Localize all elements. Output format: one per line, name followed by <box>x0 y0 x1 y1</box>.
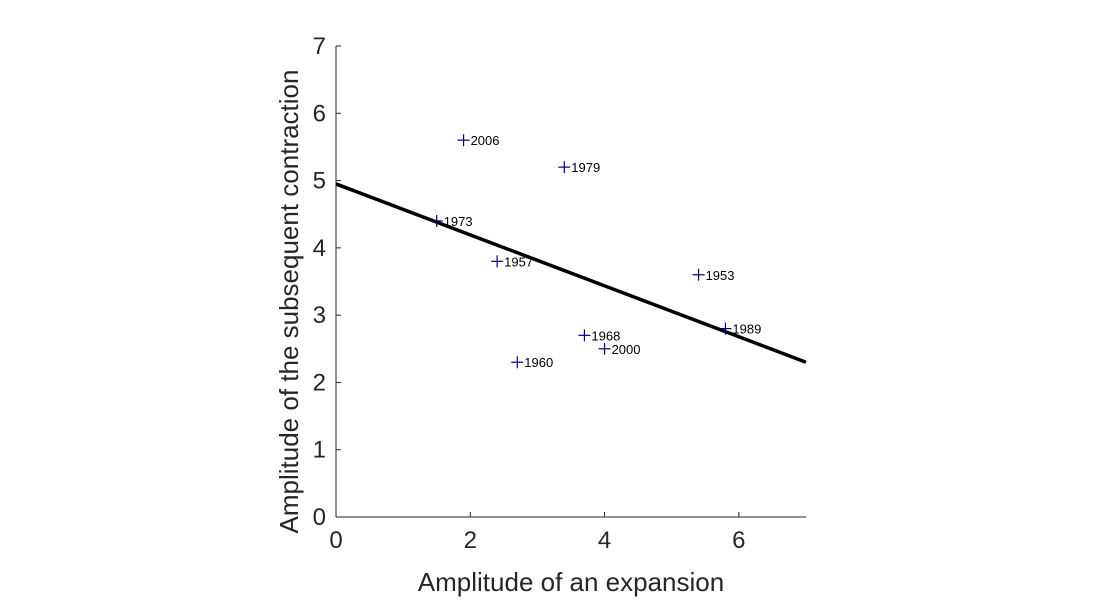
point-label: 1953 <box>706 268 735 283</box>
point-label: 1973 <box>444 214 473 229</box>
data-point: 2006 <box>457 133 500 148</box>
point-label: 2006 <box>471 133 500 148</box>
data-point: 1989 <box>719 322 761 337</box>
data-point: 1960 <box>511 355 553 370</box>
data-point: 1968 <box>578 328 620 343</box>
data-point: 1979 <box>558 160 600 175</box>
x-tick-label: 2 <box>464 527 477 554</box>
y-tick-label: 0 <box>313 504 326 531</box>
x-tick-label: 4 <box>598 527 611 554</box>
x-tick-label: 0 <box>329 527 342 554</box>
y-tick-label: 6 <box>313 100 326 127</box>
data-point: 2000 <box>598 342 641 357</box>
y-tick-label: 1 <box>313 437 326 464</box>
point-label: 1979 <box>571 160 600 175</box>
point-label: 1960 <box>524 355 553 370</box>
y-tick-label: 2 <box>313 369 326 396</box>
axes: 0 2 4 6 0 1 2 3 4 5 6 7 <box>313 33 806 554</box>
y-tick-label: 7 <box>313 33 326 60</box>
y-tick-label: 4 <box>313 235 326 262</box>
regression-line-group <box>335 182 807 364</box>
y-tick-label: 5 <box>313 168 326 195</box>
point-label: 1968 <box>591 328 620 343</box>
point-label: 1957 <box>504 254 533 269</box>
data-point: 1953 <box>692 268 735 283</box>
data-point: 1957 <box>491 254 533 269</box>
data-point: 1973 <box>430 214 473 229</box>
x-tick-label: 6 <box>732 527 745 554</box>
x-axis-title: Amplitude of an expansion <box>418 567 724 597</box>
y-tick-label: 3 <box>313 302 326 329</box>
y-axis-title: Amplitude of the subsequent contraction <box>274 70 304 534</box>
point-label: 2000 <box>612 342 641 357</box>
point-label: 1989 <box>732 322 761 337</box>
regression-line <box>335 182 807 364</box>
